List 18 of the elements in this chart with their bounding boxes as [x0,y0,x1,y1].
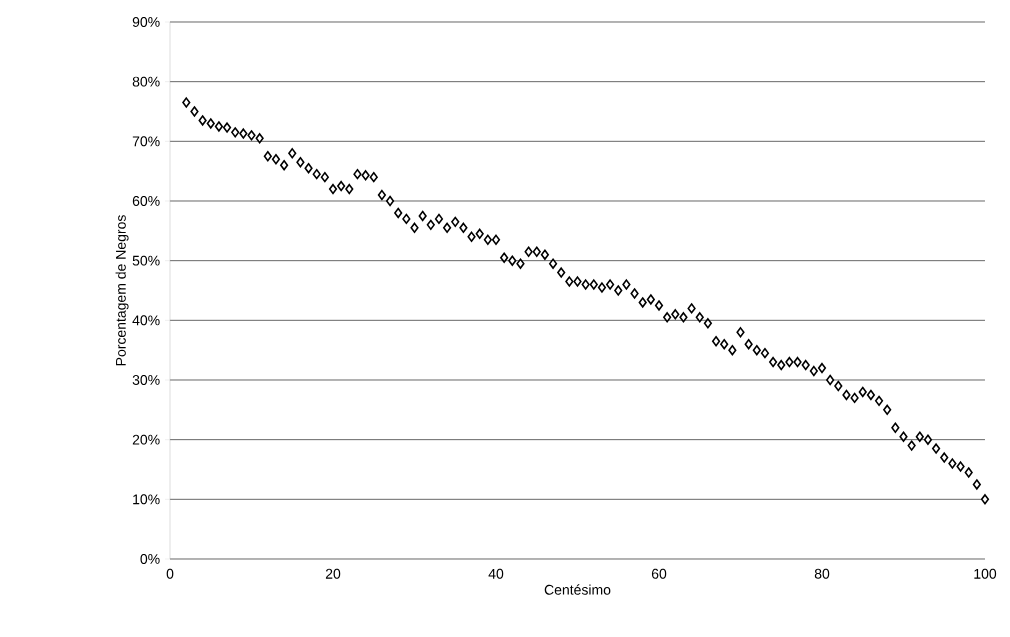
x-tick-label: 0 [166,568,174,579]
x-tick-label: 20 [325,568,341,579]
x-tick-label: 40 [488,568,504,579]
x-tick-label: 60 [651,568,667,579]
y-axis-title: Porcentagem de Negros [115,215,129,366]
y-tick-label: 90% [132,17,160,27]
y-tick-label: 50% [132,255,160,266]
y-tick-label: 80% [132,76,160,87]
y-tick-label: 30% [132,375,160,385]
y-tick-label: 20% [132,434,160,445]
x-axis-title: Centésimo [544,584,611,595]
y-tick-label: 40% [132,315,160,326]
y-tick-label: 60% [132,196,160,206]
y-tick-label: 0% [140,554,160,564]
x-tick-label: 100 [974,568,997,579]
x-tick-label: 80 [814,568,830,579]
y-tick-label: 70% [132,136,160,147]
y-tick-label: 10% [133,494,160,505]
